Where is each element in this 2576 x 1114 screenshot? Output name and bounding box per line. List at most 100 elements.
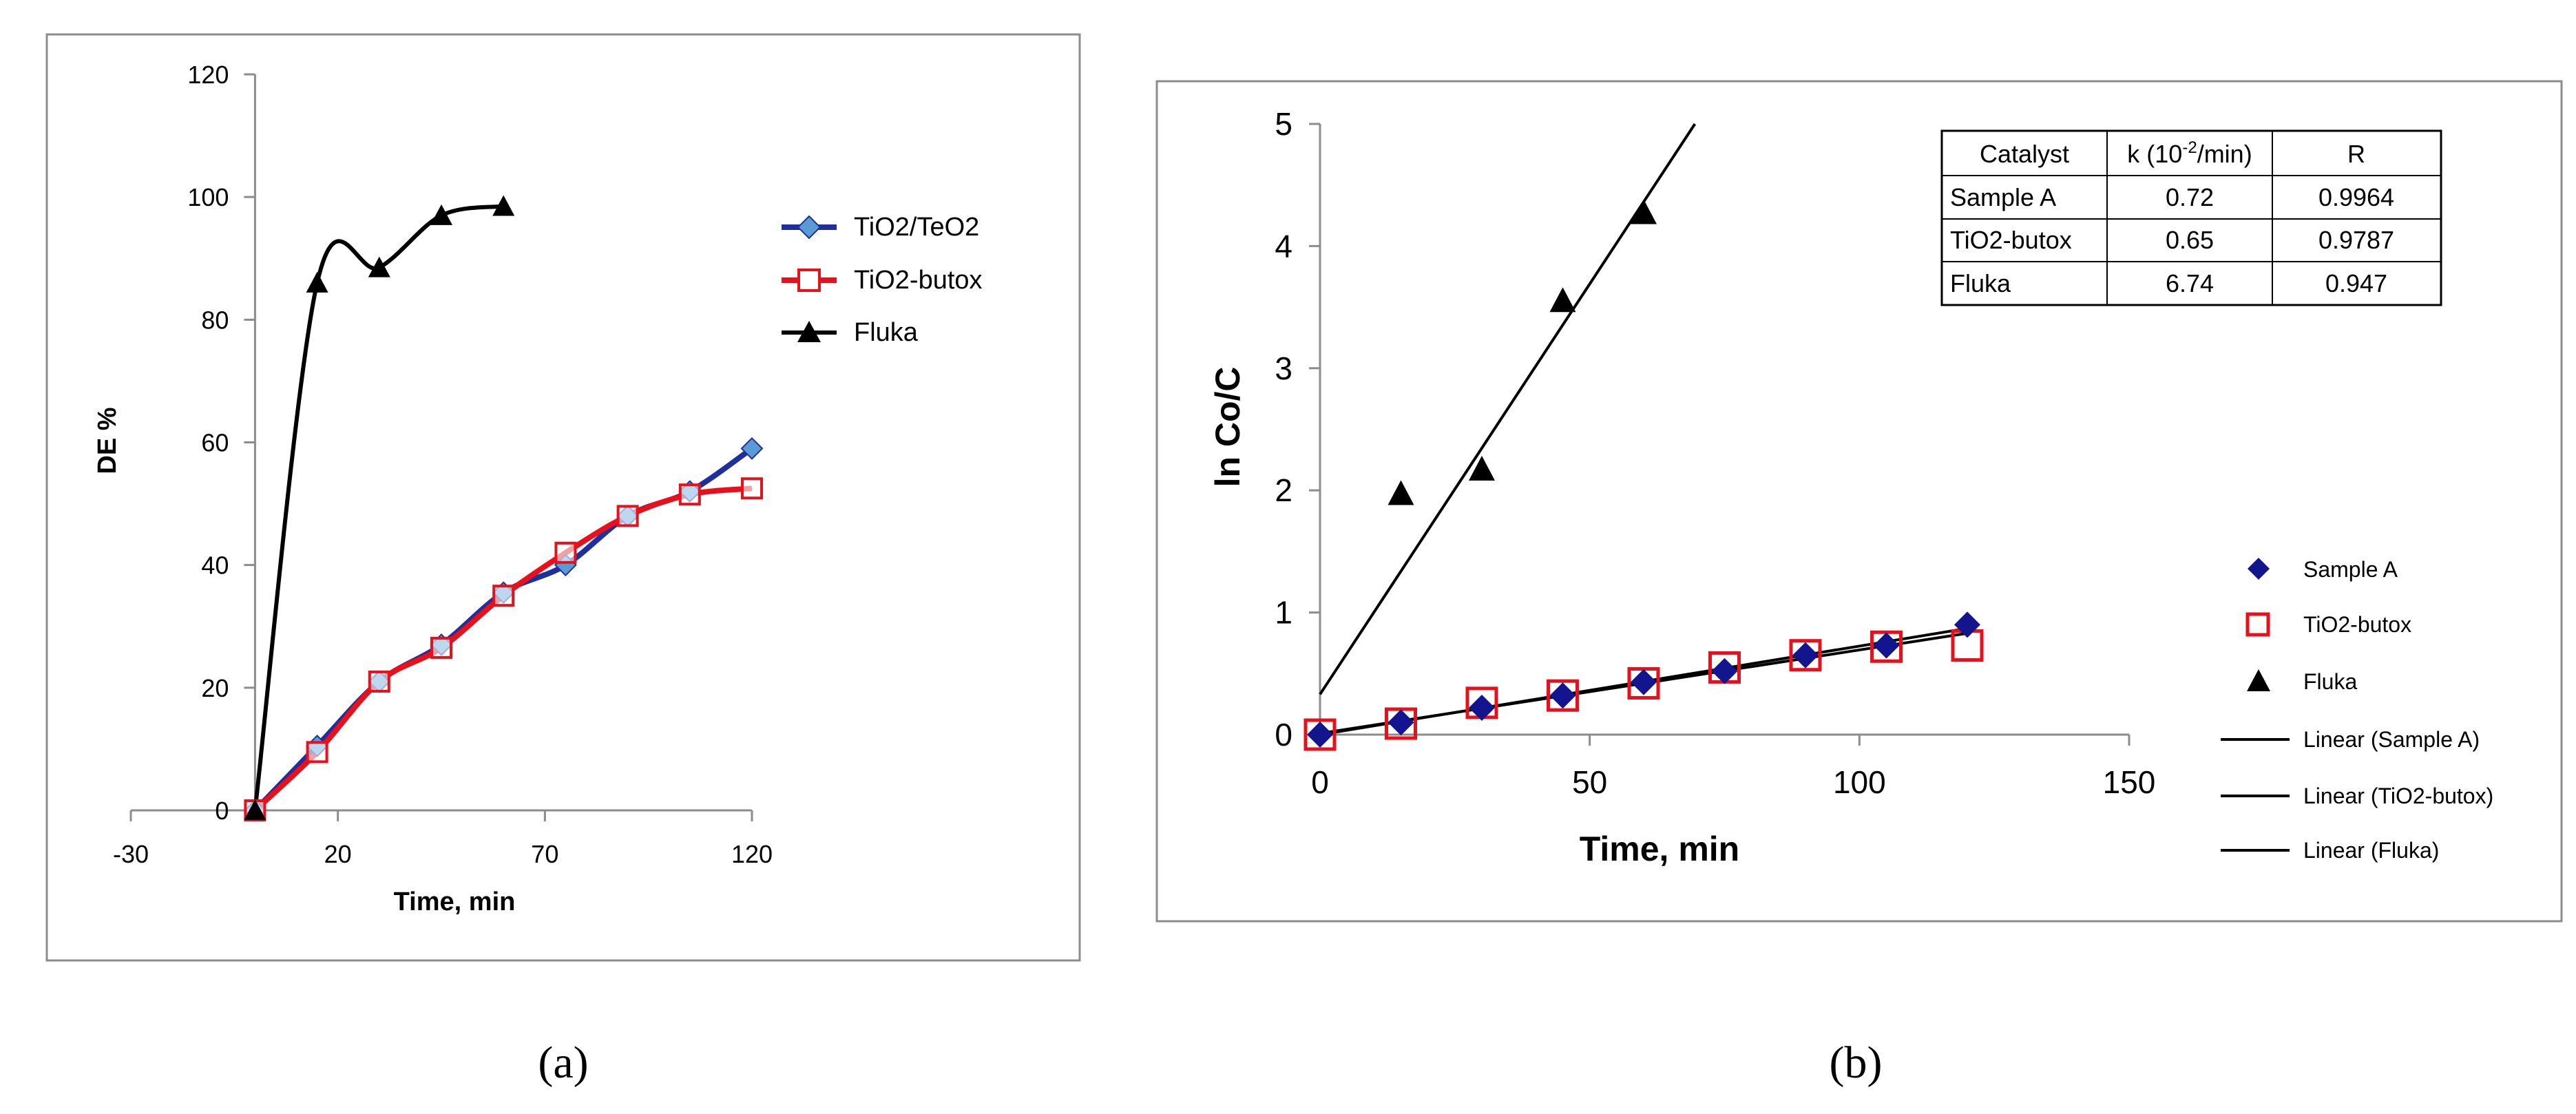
chart-b-point	[1631, 669, 1657, 695]
chart-b-point	[1303, 718, 1337, 751]
chart-a-ytick-label: 120	[187, 61, 229, 89]
chart-b-ytick-label: 3	[1275, 350, 1292, 386]
chart-b-point	[1388, 480, 1414, 505]
table-header-k-base: k (10	[2127, 140, 2182, 168]
chart-b-legend: Sample A TiO2-butox Fluka Linear (Sample…	[2221, 557, 2493, 863]
chart-a-point	[430, 204, 452, 225]
chart-a-point	[492, 585, 515, 607]
chart-a-xtick-label: -30	[113, 840, 149, 868]
chart-a-xtick-label: 20	[324, 840, 352, 868]
chart-b-legend-label: Linear (Fluka)	[2303, 838, 2439, 863]
chart-b-ylabel: ln Co/C	[1208, 367, 1247, 487]
chart-b-ytick-label: 1	[1275, 595, 1292, 631]
caption-a: (a)	[538, 1038, 588, 1088]
square-marker-icon	[797, 269, 821, 292]
chart-b-point	[1549, 287, 1576, 313]
diamond-marker-icon	[2248, 558, 2270, 580]
chart-a-frame	[45, 33, 1081, 962]
chart-b-point	[1873, 632, 1900, 659]
chart-b-axes	[1319, 124, 2129, 736]
triangle-marker-icon	[2247, 669, 2270, 691]
chart-b-legend-label: Fluka	[2303, 669, 2357, 694]
chart-b-xtick-label: 0	[1311, 764, 1329, 800]
chart-b-point	[1954, 611, 1980, 638]
table-cell-r: 0.9787	[2318, 226, 2394, 254]
table-cell-k: 0.72	[2166, 183, 2214, 211]
table-header-r: R	[2347, 140, 2365, 168]
chart-a-ticks: 0 20 40 60 80 100 120 -30 20 70 120	[113, 61, 773, 868]
table-cell-catalyst: TiO2-butox	[1950, 226, 2072, 254]
chart-a-ytick-label: 0	[215, 797, 229, 825]
chart-b-point	[1549, 682, 1576, 709]
chart-b-xtick-label: 100	[1833, 764, 1886, 800]
table-header-catalyst: Catalyst	[1980, 140, 2069, 168]
chart-b-point	[1469, 456, 1495, 481]
chart-a: 0 20 40 60 80 100 120 -30 20 70 120 Time, min DE %…	[45, 33, 1081, 962]
chart-b-legend-label: Sample A	[2303, 557, 2398, 582]
chart-b-markers	[1303, 199, 1984, 751]
triangle-marker-icon	[797, 321, 821, 342]
chart-a-point	[368, 256, 390, 277]
chart-b-legend-label: Linear (Sample A)	[2303, 727, 2480, 752]
chart-a-xlabel: Time, min	[394, 887, 516, 916]
table-header-k-exponent: -2	[2182, 138, 2197, 157]
chart-b-point	[1789, 639, 1822, 672]
chart-a-point	[306, 271, 328, 293]
table-header-k-unit: /min)	[2197, 140, 2252, 168]
chart-a-ytick-label: 20	[201, 674, 229, 702]
chart-b-xtick-label: 150	[2103, 764, 2156, 800]
chart-b-ytick-label: 2	[1275, 472, 1292, 508]
chart-a-ytick-label: 60	[201, 429, 229, 457]
chart-a-xtick-label: 70	[531, 840, 558, 868]
chart-b-point	[1307, 722, 1333, 748]
chart-b-point	[1711, 658, 1738, 684]
table-cell-catalyst: Sample A	[1950, 183, 2056, 211]
chart-b-point	[1547, 679, 1579, 712]
table-header-k: k (10-2/min)	[2127, 138, 2252, 168]
chart-a-ylabel: DE %	[93, 407, 122, 474]
table-cell-k: 6.74	[2166, 269, 2214, 297]
chart-a-xtick-label: 120	[731, 840, 773, 868]
chart-a-point	[492, 195, 515, 216]
chart-a-legend-label: TiO2-butox	[854, 266, 983, 295]
chart-b-point	[1388, 709, 1414, 736]
kinetics-table: Catalyst k (10-2/min) R Sample A 0.72 0.…	[1940, 129, 2442, 306]
square-marker-icon	[2245, 612, 2270, 637]
chart-b-ytick-label: 0	[1275, 717, 1292, 753]
caption-b: (b)	[1830, 1038, 1883, 1088]
chart-a-point	[554, 541, 577, 564]
table-cell-catalyst: Fluka	[1950, 269, 2011, 297]
chart-b-xtick-label: 50	[1572, 764, 1607, 800]
chart-b-legend-label: Linear (TiO2-butox)	[2303, 784, 2493, 808]
chart-a-legend-label: Fluka	[854, 318, 919, 347]
chart-a-point	[368, 670, 390, 693]
diamond-marker-icon	[797, 215, 821, 240]
kinetics-table-border	[1940, 129, 2442, 306]
chart-a-point	[740, 437, 764, 460]
chart-b-point	[1469, 694, 1495, 721]
chart-a-markers	[243, 195, 764, 822]
chart-a-point	[430, 636, 452, 659]
chart-a-point	[678, 483, 701, 506]
chart-a-ytick-label: 40	[201, 551, 229, 580]
chart-b-point	[1870, 630, 1903, 663]
chart-b-ytick-label: 5	[1275, 106, 1292, 142]
chart-a-ytick-label: 80	[201, 306, 229, 334]
chart-b-trendline	[1319, 123, 1697, 695]
chart-a-point	[306, 741, 328, 764]
chart-b-xlabel: Time, min	[1580, 830, 1739, 868]
chart-a-legend-label: TiO2/TeO2	[854, 213, 979, 242]
table-cell-r: 0.9964	[2318, 183, 2394, 211]
chart-a-legend: TiO2/TeO2 TiO2-butox Fluka	[782, 213, 983, 347]
chart-b-legend-label: TiO2-butox	[2303, 612, 2411, 637]
table-cell-k: 0.65	[2166, 226, 2214, 254]
chart-a-ytick-label: 100	[187, 183, 229, 211]
chart-a-point	[244, 799, 266, 820]
chart-b-point	[1627, 666, 1660, 700]
chart-a-point	[741, 477, 763, 500]
chart-a-point	[616, 505, 639, 527]
